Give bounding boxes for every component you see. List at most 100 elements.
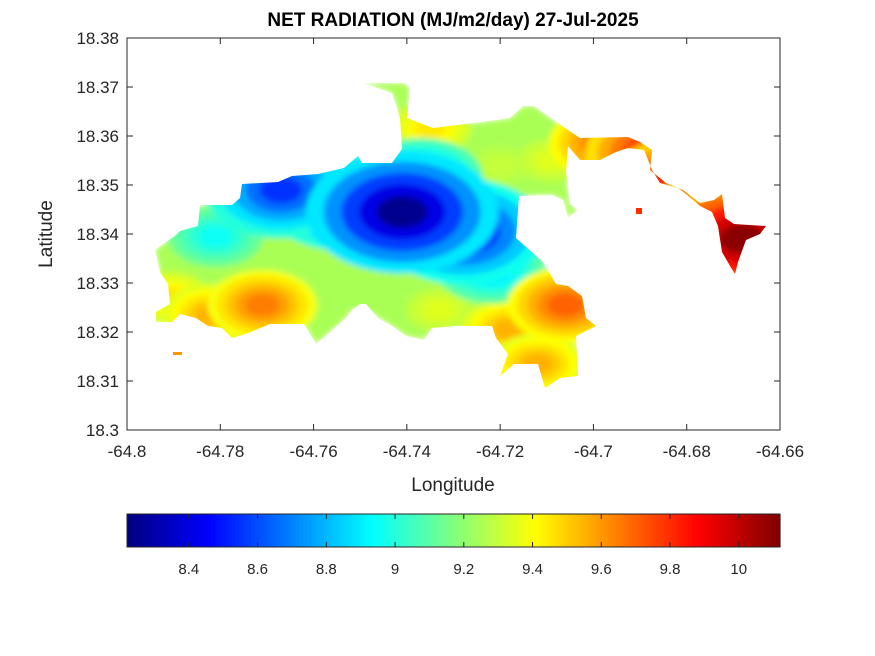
colorbar-cell xyxy=(451,514,457,547)
colorbar-cell xyxy=(487,514,493,547)
colorbar-cell xyxy=(539,514,545,547)
colorbar-cell xyxy=(231,514,236,547)
y-tick-label: 18.37 xyxy=(76,78,119,97)
colorbar-cell xyxy=(155,514,160,547)
field-blob xyxy=(426,301,453,319)
colorbar-cell xyxy=(199,514,204,547)
x-tick-label: -64.78 xyxy=(196,442,244,461)
colorbar-cell xyxy=(691,514,697,547)
colorbar-cell xyxy=(191,514,196,547)
colorbar-cell xyxy=(643,514,649,547)
colorbar-cell xyxy=(603,514,609,547)
colorbar-cell xyxy=(139,514,144,547)
colorbar-cell xyxy=(287,514,292,547)
colorbar-cell xyxy=(347,514,352,547)
colorbar-cell xyxy=(299,514,304,547)
colorbar-cell xyxy=(415,514,421,547)
colorbar-cell xyxy=(215,514,220,547)
colorbar-cell xyxy=(651,514,657,547)
colorbar-tick-label: 8.4 xyxy=(178,561,199,578)
colorbar-cell xyxy=(679,514,685,547)
colorbar-cell xyxy=(391,514,397,547)
colorbar-cell xyxy=(583,514,589,547)
colorbar-cell xyxy=(623,514,629,547)
y-tick-label: 18.38 xyxy=(76,29,119,48)
colorbar-cell xyxy=(615,514,621,547)
colorbar-cell xyxy=(223,514,228,547)
colorbar-tick-label: 9 xyxy=(391,561,399,578)
colorbar-cell xyxy=(239,514,244,547)
colorbar-cell xyxy=(463,514,469,547)
x-tick-label: -64.8 xyxy=(108,442,147,461)
colorbar-cell xyxy=(311,514,316,547)
colorbar-cell xyxy=(159,514,164,547)
colorbar-cell xyxy=(543,514,549,547)
colorbar-cell xyxy=(167,514,172,547)
colorbar-cell xyxy=(499,514,505,547)
colorbar-cell xyxy=(263,514,268,547)
colorbar-cell xyxy=(467,514,473,547)
colorbar-cell xyxy=(439,514,445,547)
colorbar-cell xyxy=(699,514,705,547)
colorbar-cell xyxy=(639,514,645,547)
colorbar-cell xyxy=(567,514,573,547)
colorbar-cell xyxy=(427,514,433,547)
colorbar-cell xyxy=(235,514,240,547)
colorbar-cell xyxy=(579,514,585,547)
colorbar-tick-label: 10 xyxy=(730,561,747,578)
colorbar-cell xyxy=(527,514,533,547)
colorbar-cell xyxy=(707,514,713,547)
colorbar-cell xyxy=(507,514,513,547)
colorbar-cell xyxy=(395,514,401,547)
colorbar-frame xyxy=(126,513,781,548)
colorbar-cell xyxy=(731,514,737,547)
colorbar-cell xyxy=(255,514,260,547)
x-axis: -64.8 -64.78 -64.76 -64.74 -64.72 -64.7 -64.68… xyxy=(108,38,804,461)
colorbar-cell xyxy=(423,514,429,547)
colorbar-cell xyxy=(279,514,284,547)
field-blob xyxy=(259,176,303,204)
colorbar-cell xyxy=(367,514,372,547)
colorbar-cell xyxy=(503,514,509,547)
colorbar-cell xyxy=(771,514,777,547)
colorbar-cell xyxy=(475,514,481,547)
colorbar-cell xyxy=(291,514,296,547)
colorbar-cell xyxy=(443,514,449,547)
colorbar-cell xyxy=(759,514,765,547)
colorbar-cell xyxy=(667,514,673,547)
colorbar-cell xyxy=(491,514,497,547)
x-tick-label: -64.7 xyxy=(574,442,613,461)
y-tick-label: 18.31 xyxy=(76,372,119,391)
field-blob xyxy=(199,226,232,247)
colorbar-cell xyxy=(363,514,368,547)
colorbar-cell xyxy=(411,514,417,547)
colorbar-cell xyxy=(711,514,717,547)
colorbar-cell xyxy=(663,514,669,547)
field-blob xyxy=(547,293,584,317)
colorbar-cell xyxy=(671,514,677,547)
colorbar-cell xyxy=(379,514,384,547)
colorbar-cell xyxy=(515,514,521,547)
colorbar-cell xyxy=(571,514,577,547)
x-axis-label: Longitude xyxy=(411,475,494,496)
colorbar-cell xyxy=(219,514,224,547)
colorbar-cell xyxy=(131,514,136,547)
colorbar-cell xyxy=(135,514,140,547)
colorbar-cell xyxy=(595,514,601,547)
colorbar-cell xyxy=(227,514,232,547)
colorbar-tick-label: 9.8 xyxy=(660,561,681,578)
islet xyxy=(636,208,642,214)
colorbar-cell xyxy=(635,514,641,547)
colorbar-cell xyxy=(683,514,689,547)
colorbar-cell xyxy=(271,514,276,547)
colorbar: 8.4 8.6 8.8 9 9.2 9.4 9.6 9.8 10 xyxy=(126,513,781,578)
colorbar-cell xyxy=(179,514,184,547)
colorbar-cell xyxy=(343,514,348,547)
colorbar-cell xyxy=(331,514,336,547)
colorbar-cell xyxy=(519,514,525,547)
colorbar-cell xyxy=(387,514,393,547)
colorbar-cell xyxy=(207,514,212,547)
y-tick-label: 18.34 xyxy=(76,225,119,244)
colorbar-cell xyxy=(275,514,280,547)
